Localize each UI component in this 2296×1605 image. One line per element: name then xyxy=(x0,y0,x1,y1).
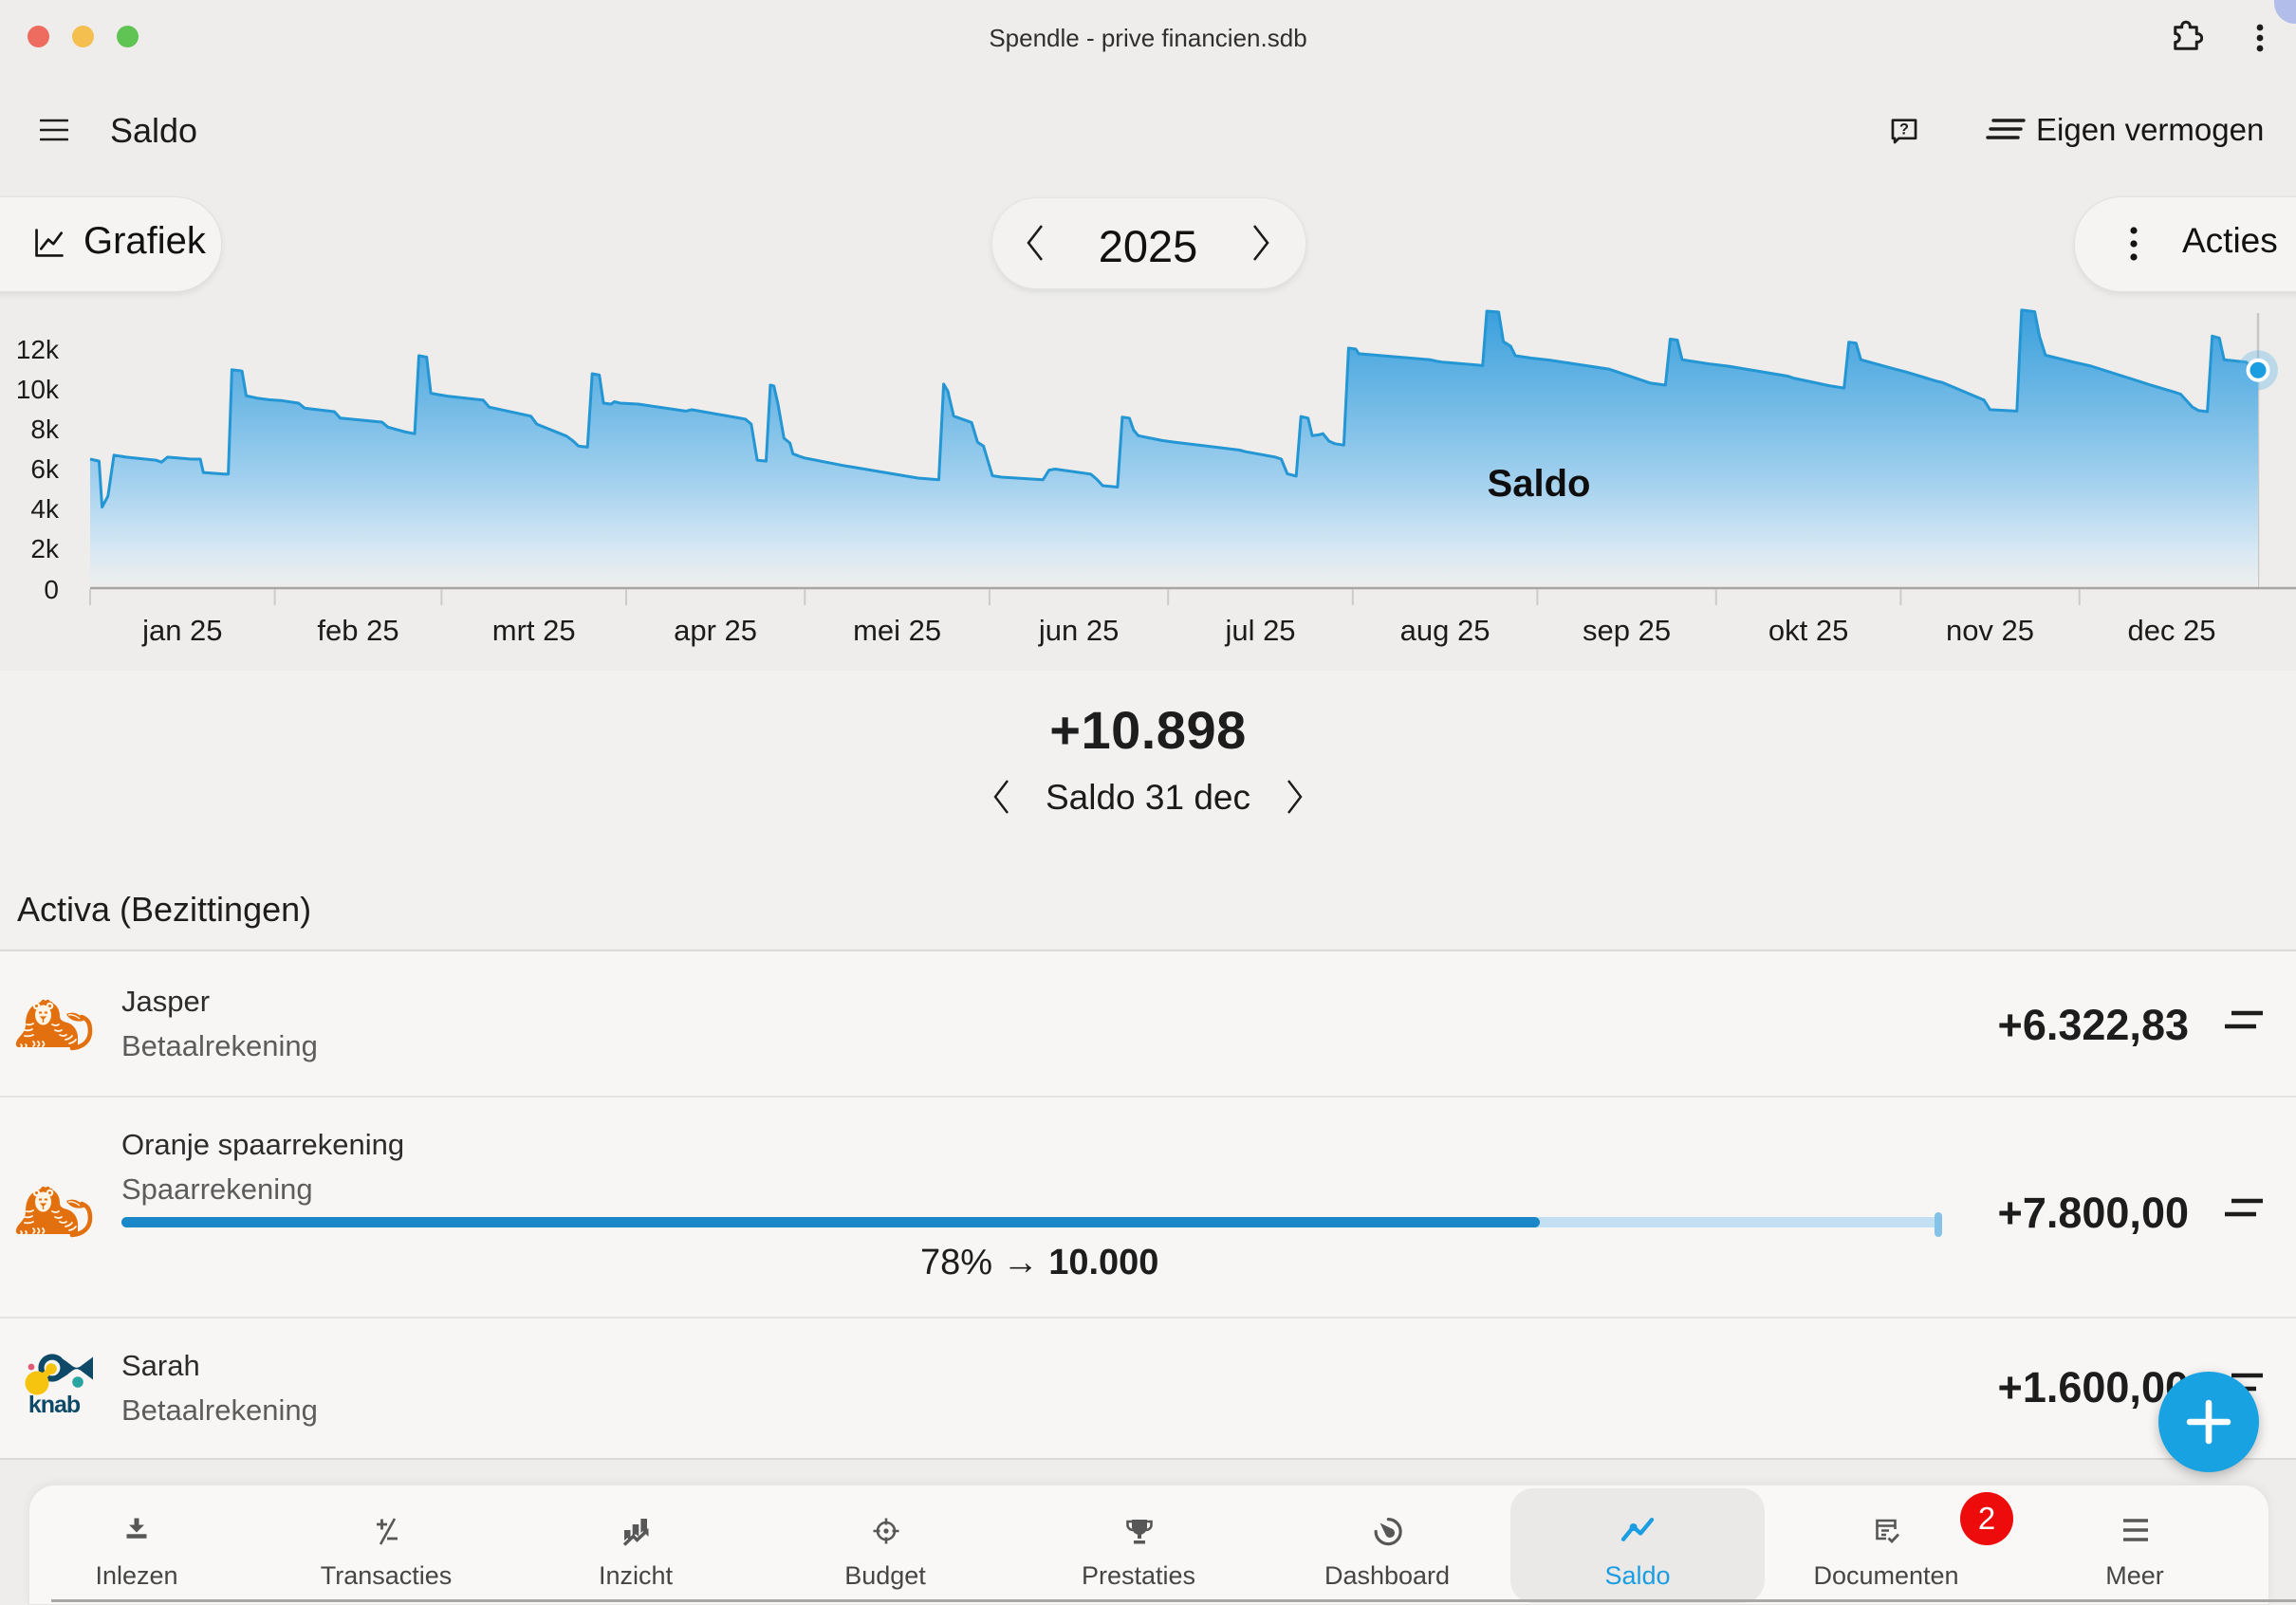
svg-text:jun 25: jun 25 xyxy=(1038,614,1119,647)
svg-text:6k: 6k xyxy=(30,454,60,484)
svg-text:4k: 4k xyxy=(30,494,60,524)
svg-text:jul 25: jul 25 xyxy=(1224,614,1295,647)
svg-text:10k: 10k xyxy=(16,375,60,404)
svg-text:knab: knab xyxy=(28,1392,81,1417)
svg-text:mrt 25: mrt 25 xyxy=(492,614,576,647)
svg-text:okt 25: okt 25 xyxy=(1768,614,1848,647)
svg-text:dec 25: dec 25 xyxy=(2127,614,2215,647)
svg-text:mei 25: mei 25 xyxy=(853,614,941,647)
svg-text:Saldo: Saldo xyxy=(1488,463,1591,505)
svg-text:apr 25: apr 25 xyxy=(674,614,757,647)
svg-text:8k: 8k xyxy=(30,415,60,444)
svg-text:nov 25: nov 25 xyxy=(1946,614,2034,647)
svg-text:jan 25: jan 25 xyxy=(141,614,222,647)
svg-text:2k: 2k xyxy=(30,534,60,563)
svg-text:aug 25: aug 25 xyxy=(1400,614,1491,647)
svg-text:?: ? xyxy=(1899,121,1909,138)
svg-text:0: 0 xyxy=(44,575,59,604)
svg-text:12k: 12k xyxy=(16,335,60,364)
svg-text:feb 25: feb 25 xyxy=(317,614,398,647)
svg-text:sep 25: sep 25 xyxy=(1583,614,1671,647)
